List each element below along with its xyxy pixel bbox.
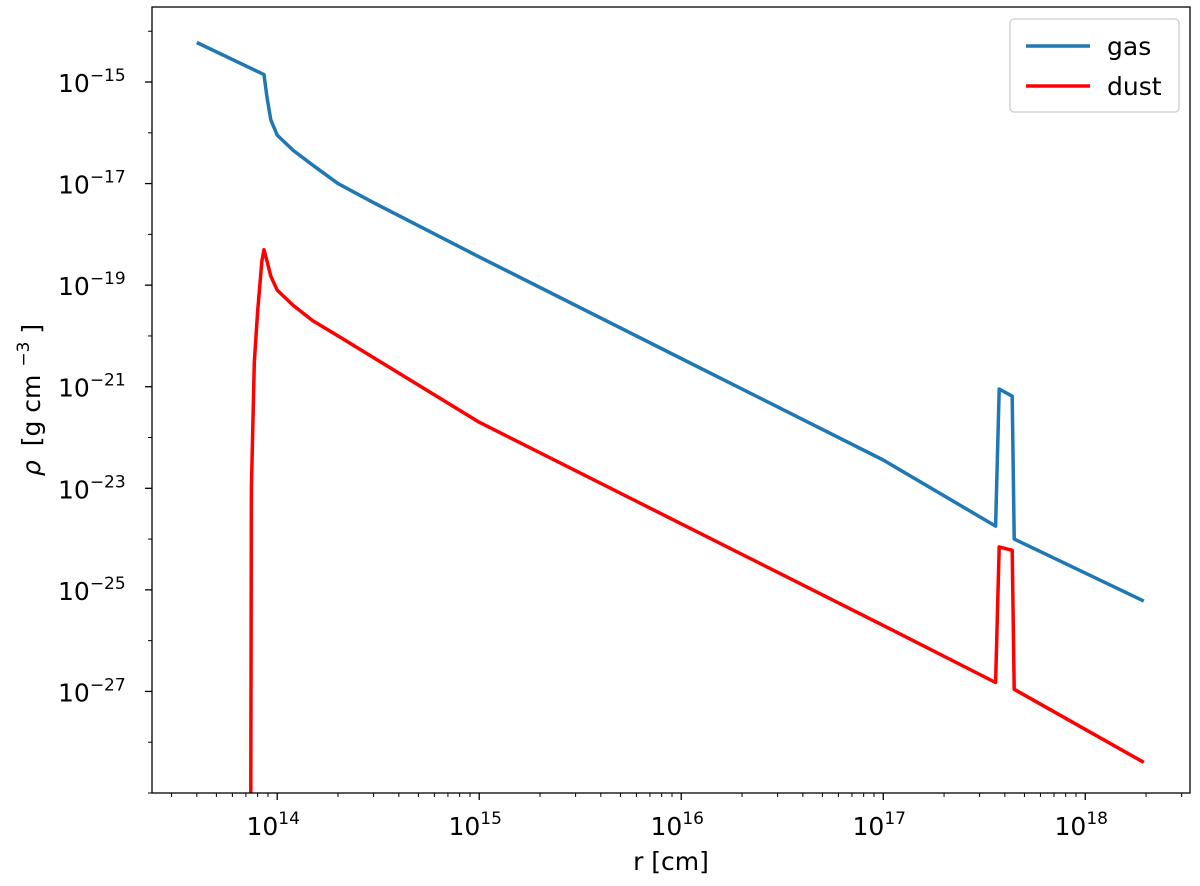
y-axis: 10−15 10−17 10−19 10−21 10−23 10−25 10−27 (58, 30, 152, 794)
x-tick-label: 1014 (246, 809, 299, 841)
legend: gas dust (1009, 18, 1180, 113)
x-tick-label: 1017 (853, 809, 906, 841)
series-line-gas (196, 40, 1145, 603)
y-tick-label: 10−15 (58, 66, 126, 98)
x-tick-label: 1015 (448, 809, 501, 841)
y-tick-label: 10−25 (58, 574, 126, 606)
plot-frame (151, 6, 1191, 794)
y-axis-label-unit: [g cm (17, 375, 46, 447)
x-axis-label: r [cm] (633, 847, 709, 876)
y-axis-label-close: ] (17, 324, 46, 334)
x-tick-label: 1018 (1055, 809, 1108, 841)
legend-dust-label: dust (1107, 72, 1162, 101)
plot-background (152, 7, 1190, 793)
y-tick-label: 10−27 (58, 675, 126, 707)
y-axis-label: ρ [g cm −3 ] (6, 324, 46, 476)
series-layer (196, 40, 1145, 794)
y-tick-label: 10−19 (58, 269, 126, 301)
y-tick-label: 10−17 (58, 168, 126, 200)
y-axis-label-exponent: −3 (14, 342, 34, 367)
y-axis-label-symbol: ρ (17, 460, 46, 476)
x-axis: 1014 1015 1016 1017 1018 (171, 793, 1183, 841)
legend-box (1009, 18, 1180, 113)
series-line-dust (249, 247, 1145, 794)
y-tick-label: 10−23 (58, 472, 126, 504)
x-tick-label: 1016 (651, 809, 704, 841)
legend-gas-label: gas (1107, 32, 1151, 61)
y-tick-label: 10−21 (58, 371, 126, 403)
